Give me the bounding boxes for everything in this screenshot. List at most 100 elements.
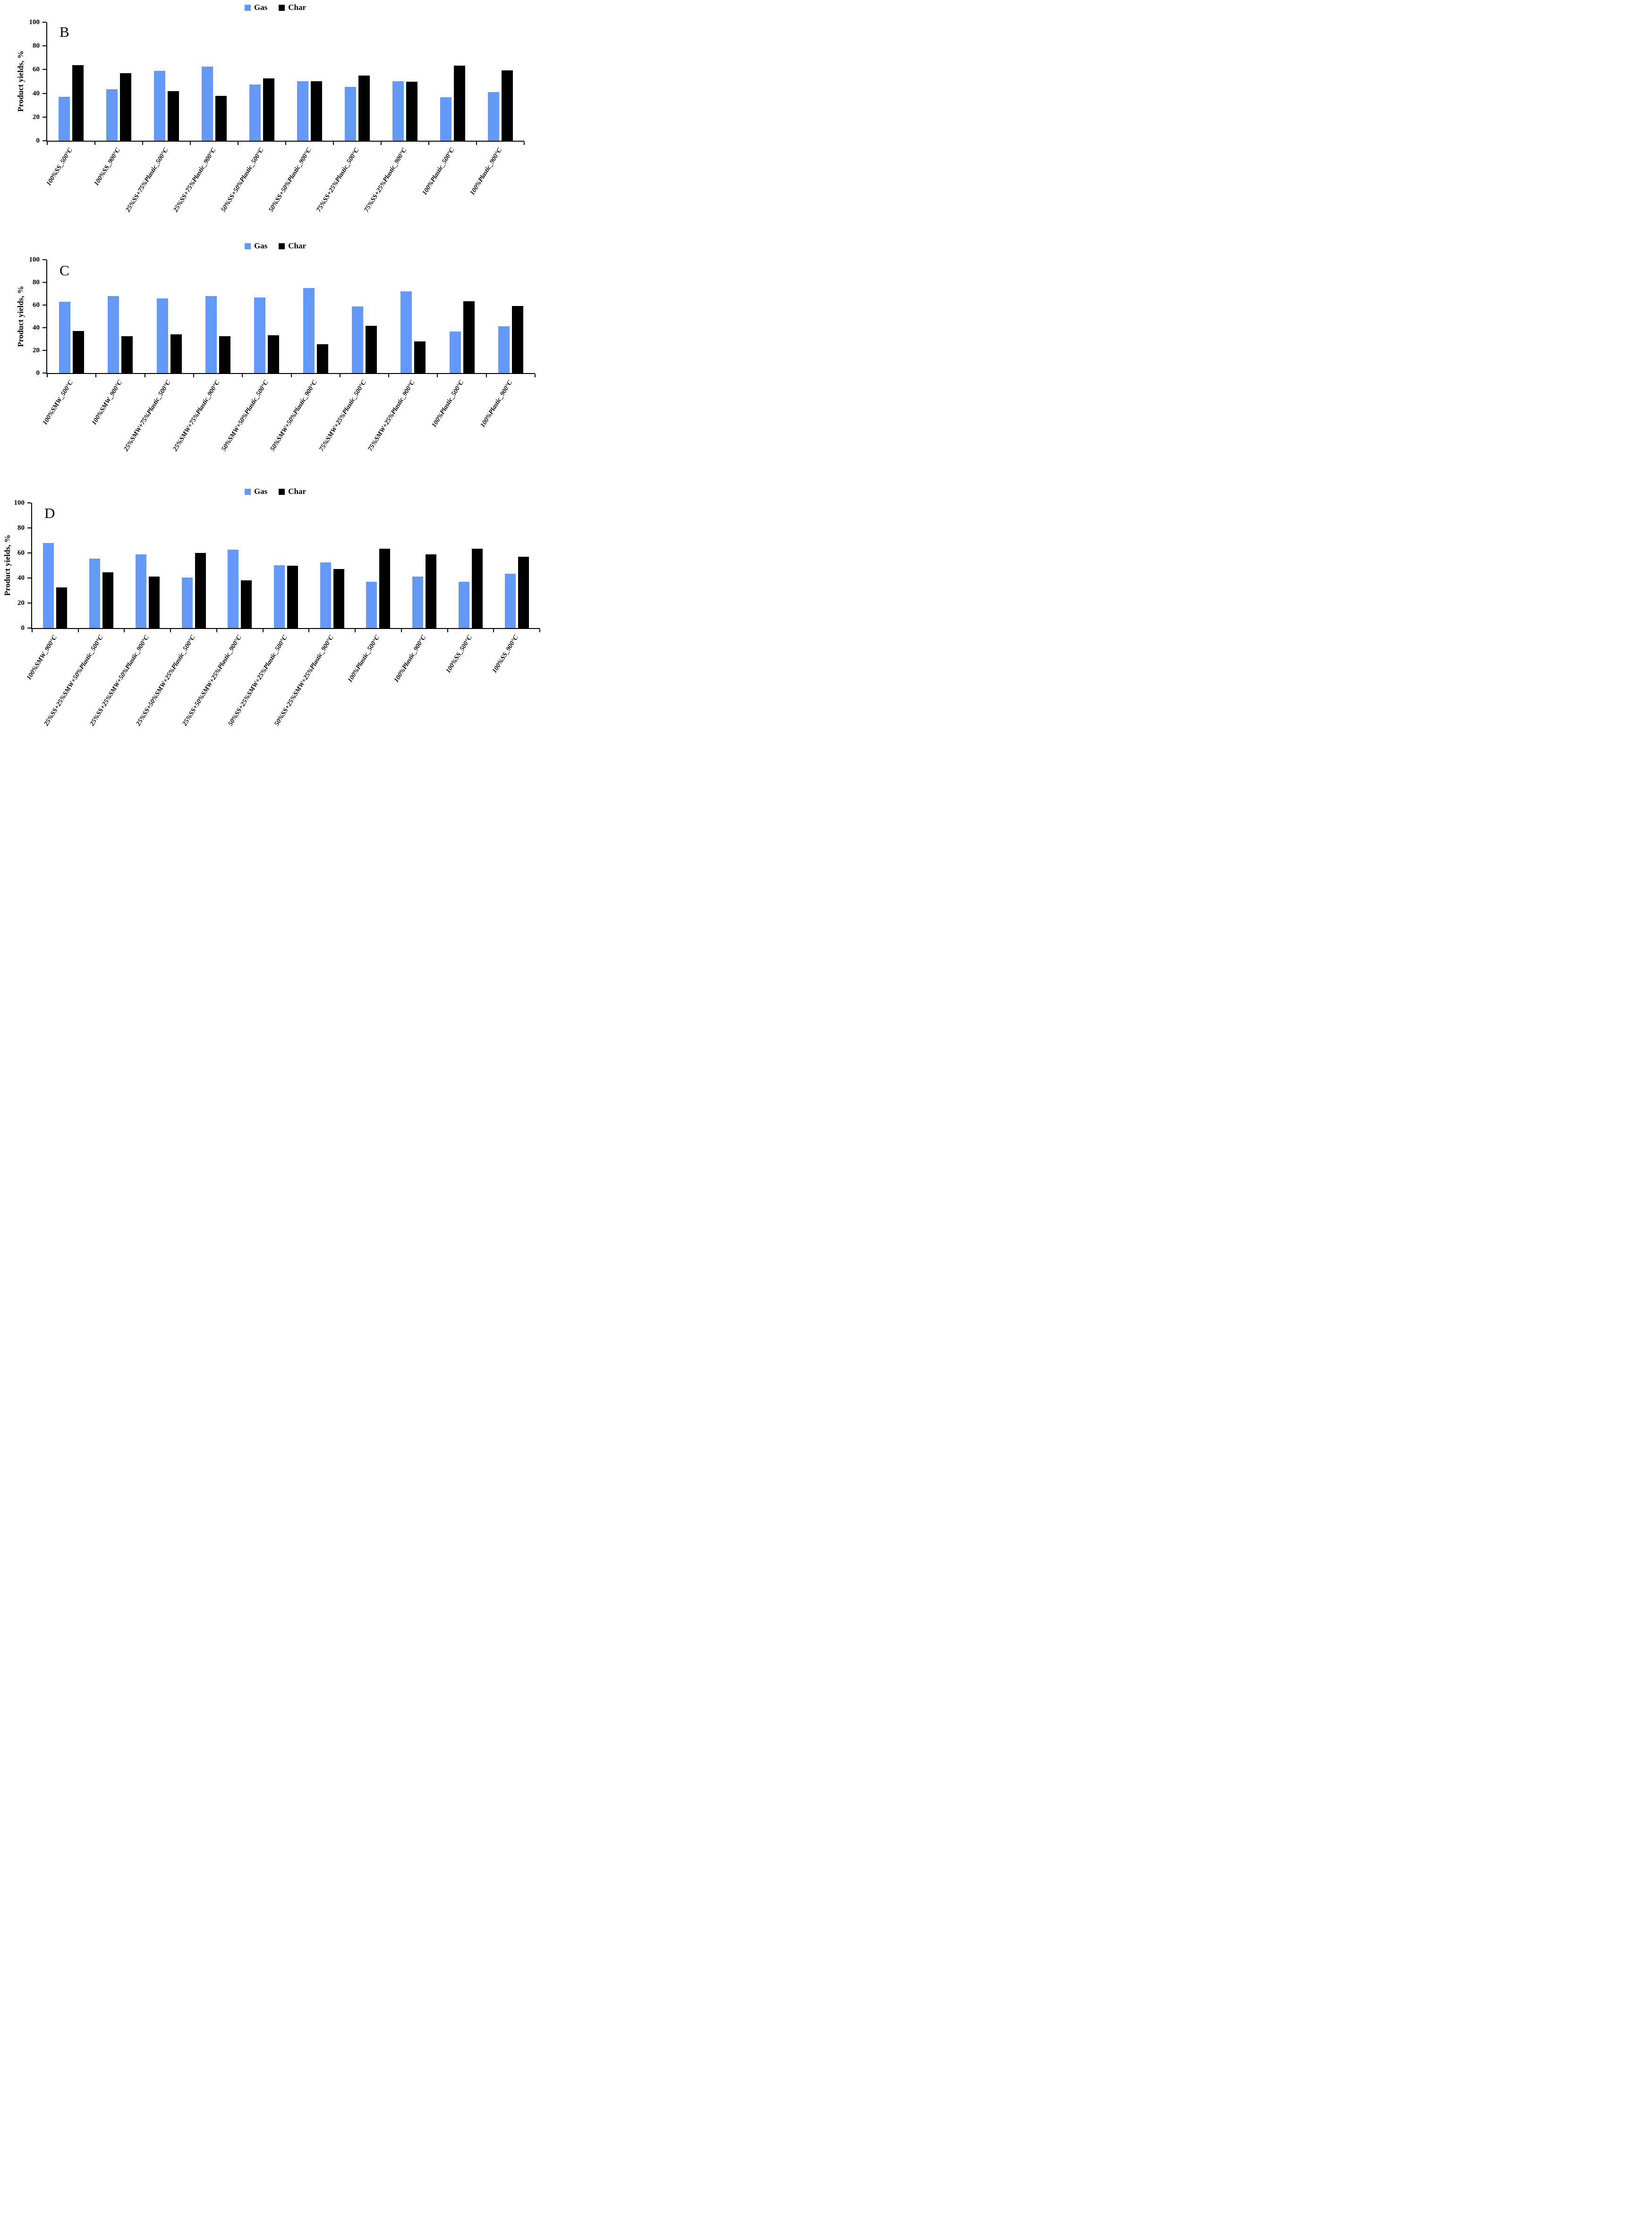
bar-char <box>316 344 328 373</box>
x-tick <box>524 142 525 145</box>
bar-char <box>268 335 280 373</box>
bar-gas <box>249 85 261 141</box>
y-axis-line <box>46 22 47 142</box>
x-axis-line <box>46 373 535 374</box>
x-tick <box>77 629 79 632</box>
bar-gas <box>440 97 451 141</box>
bar-char <box>120 73 131 141</box>
x-tick <box>355 629 356 632</box>
gas-legend-swatch <box>244 4 251 11</box>
y-tick <box>43 93 46 94</box>
x-axis-line <box>31 628 540 629</box>
char-legend-label: Char <box>288 3 307 12</box>
y-tick-label: 80 <box>33 42 40 50</box>
bar-gas <box>351 306 363 373</box>
bar-gas <box>43 543 54 628</box>
y-tick <box>27 502 31 503</box>
bar-gas <box>156 298 168 373</box>
y-tick-label: 60 <box>33 301 40 309</box>
x-tick <box>142 142 143 145</box>
bar-char <box>406 81 417 141</box>
x-tick <box>124 629 125 632</box>
y-tick <box>43 350 46 351</box>
bar-char <box>241 580 252 628</box>
y-tick <box>43 69 46 70</box>
x-category-label: 25%SS+75%Plastic_500°C <box>124 147 170 213</box>
bar-gas <box>89 558 101 628</box>
x-category-label: 100%Plastic_500°C <box>421 147 456 197</box>
plot-area: 0 20 40 60 80 100 100%SMW_900°C 25%SS+25%SMW+50… <box>0 484 551 739</box>
gas-legend-swatch <box>244 488 251 495</box>
x-tick <box>333 142 334 145</box>
bar-char <box>511 306 523 373</box>
bar-gas <box>154 71 165 141</box>
figure: Gas Char B Product yields, % 0 20 40 60 80 10… <box>0 0 551 739</box>
y-tick <box>43 22 46 23</box>
y-tick-label: 0 <box>36 137 40 144</box>
chart-panel-c: Gas Char C Product yields, % 0 20 40 60 80 10… <box>0 238 551 484</box>
bar-char <box>358 76 370 141</box>
x-category-label: 100%Plastic_500°C <box>430 379 465 429</box>
bar-char <box>121 336 133 373</box>
bar-gas <box>345 87 356 141</box>
x-tick <box>242 374 243 377</box>
x-tick <box>47 374 48 377</box>
x-category-label: 50%SS+50%Plastic_500°C <box>220 147 265 213</box>
y-tick <box>27 552 31 553</box>
plot-area: 0 20 40 60 80 100 100%SS_500°C 100%SS_900°C 25%S… <box>0 0 551 238</box>
bar-gas <box>228 550 239 628</box>
legend: Gas Char <box>0 241 551 251</box>
y-tick-label: 20 <box>17 599 25 607</box>
y-tick-label: 40 <box>17 574 25 582</box>
x-tick <box>94 142 95 145</box>
bar-char <box>56 587 68 628</box>
y-tick-label: 20 <box>33 347 40 354</box>
x-category-label: 100%SS_900°C <box>93 147 122 187</box>
x-tick <box>262 629 264 632</box>
bar-char <box>471 549 483 628</box>
bar-gas <box>498 326 510 373</box>
x-tick <box>190 142 191 145</box>
x-category-label: 50%SS+50%Plastic_900°C <box>267 147 313 213</box>
chart-panel-d: Gas Char D Product yields, % 0 20 40 60 80 10… <box>0 484 551 739</box>
bar-char <box>72 65 84 141</box>
gas-legend-label: Gas <box>254 3 268 12</box>
x-tick <box>216 629 217 632</box>
x-category-label: 25%SMW+75%Plastic_500°C <box>123 379 172 453</box>
x-category-label: 100%SMW_900°C <box>25 634 59 681</box>
bar-char <box>73 331 85 373</box>
bar-gas <box>504 573 516 628</box>
bar-gas <box>59 301 71 373</box>
bar-gas <box>412 576 424 628</box>
y-tick-label: 60 <box>33 66 40 74</box>
x-tick <box>95 374 97 377</box>
x-category-label: 100%Plastic_900°C <box>393 634 428 684</box>
y-tick <box>43 282 46 283</box>
y-tick <box>43 140 46 141</box>
x-axis-line <box>46 141 524 142</box>
bar-char <box>195 553 206 628</box>
y-tick-label: 100 <box>29 18 40 26</box>
bar-gas <box>458 582 469 628</box>
bar-gas <box>59 97 70 141</box>
bar-gas <box>400 291 412 373</box>
char-legend-label: Char <box>288 241 307 250</box>
bar-char <box>219 336 231 373</box>
x-tick <box>388 374 390 377</box>
bar-char <box>463 301 475 373</box>
x-tick <box>32 629 33 632</box>
x-tick <box>493 629 494 632</box>
y-tick-label: 0 <box>21 624 25 632</box>
bar-gas <box>274 565 285 628</box>
x-tick <box>476 142 477 145</box>
bar-char <box>215 95 227 141</box>
bar-gas <box>135 554 146 628</box>
y-tick <box>43 305 46 306</box>
bar-char <box>287 565 298 628</box>
bar-char <box>263 78 274 141</box>
legend: Gas Char <box>0 487 551 496</box>
char-legend-label: Char <box>288 487 307 496</box>
y-tick-label: 80 <box>17 524 25 532</box>
gas-legend-label: Gas <box>254 241 268 250</box>
bar-char <box>502 70 513 141</box>
